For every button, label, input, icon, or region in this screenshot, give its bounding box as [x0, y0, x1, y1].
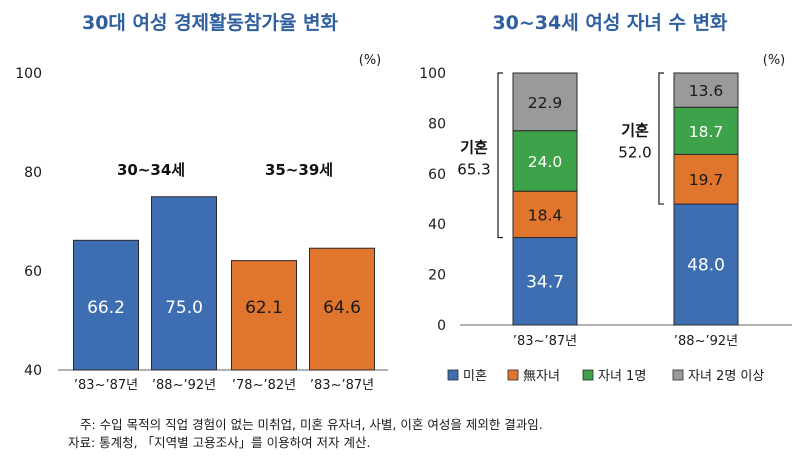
stacked-segment [512, 190, 578, 239]
right-y-tick: 80 [428, 116, 446, 132]
x-tick-label: ’83~’87년 [74, 378, 138, 393]
legend-swatch [582, 369, 594, 381]
group-label: 35~39세 [265, 161, 333, 179]
right-y-tick: 100 [419, 66, 446, 82]
bar [309, 247, 375, 371]
right-y-tick: 40 [428, 217, 446, 233]
married-bracket [658, 72, 664, 205]
segment-value-label: 24.0 [528, 153, 563, 171]
stacked-segment [512, 130, 578, 192]
married-label: 기혼 [460, 138, 488, 156]
left-chart-title: 30대 여성 경제활동참가율 변화 [81, 12, 339, 34]
stacked-segment [673, 153, 739, 205]
source-note: 자료: 통계청, 「지역별 고용조사」를 이용하여 저자 계산. [68, 435, 371, 450]
stacked-segment [673, 72, 739, 108]
segment-value-label: 18.4 [528, 206, 563, 224]
right-unit-label: (%) [763, 53, 786, 68]
segment-value-label: 18.7 [689, 123, 724, 141]
left-y-tick: 100 [15, 66, 42, 82]
bar-value-label: 66.2 [87, 298, 125, 318]
legend-swatch [672, 369, 684, 381]
segment-value-label: 19.7 [689, 171, 724, 189]
stacked-segment [673, 106, 739, 155]
legend-label: 자녀 1명 [598, 369, 646, 384]
legend-swatch [507, 369, 519, 381]
married-total-label: 65.3 [457, 160, 490, 178]
legend-swatch [447, 369, 459, 381]
x-tick-label: ’83~’87년 [310, 378, 374, 393]
footnote: 주: 수입 목적의 직업 경험이 없는 미취업, 미혼 유자녀, 사별, 이혼 … [80, 417, 543, 432]
x-tick-label: ’83~’87년 [513, 334, 577, 349]
bar [73, 239, 139, 371]
stacked-segment [512, 72, 578, 132]
married-bracket [497, 72, 503, 239]
group-label: 30~34세 [117, 161, 185, 179]
right-y-tick: 0 [437, 318, 446, 334]
legend-label: 자녀 2명 이상 [688, 369, 764, 384]
legend-label: 無자녀 [523, 369, 560, 384]
right-chart-title: 30~34세 여성 자녀 수 변화 [492, 12, 728, 34]
segment-value-label: 34.7 [526, 272, 564, 292]
segment-value-label: 13.6 [689, 82, 724, 100]
bar-value-label: 64.6 [323, 298, 361, 318]
left-y-tick: 80 [24, 165, 42, 181]
bar-value-label: 75.0 [165, 298, 203, 318]
right-y-tick: 60 [428, 167, 446, 183]
married-label: 기혼 [621, 122, 649, 140]
bar-value-label: 62.1 [245, 298, 283, 318]
segment-value-label: 48.0 [687, 256, 725, 276]
stacked-segment [512, 237, 578, 326]
married-total-label: 52.0 [618, 144, 651, 162]
bar [151, 196, 217, 371]
stacked-segment [673, 203, 739, 326]
x-tick-label: ’78~’82년 [232, 378, 296, 393]
left-y-tick: 40 [24, 363, 42, 379]
legend-label: 미혼 [463, 369, 487, 384]
bar [231, 260, 297, 371]
left-unit-label: (%) [359, 53, 382, 68]
right-y-tick: 20 [428, 268, 446, 284]
left-y-tick: 60 [24, 264, 42, 280]
x-tick-label: ’88~’92년 [674, 334, 738, 349]
segment-value-label: 22.9 [528, 94, 563, 112]
x-tick-label: ’88~’92년 [152, 378, 216, 393]
